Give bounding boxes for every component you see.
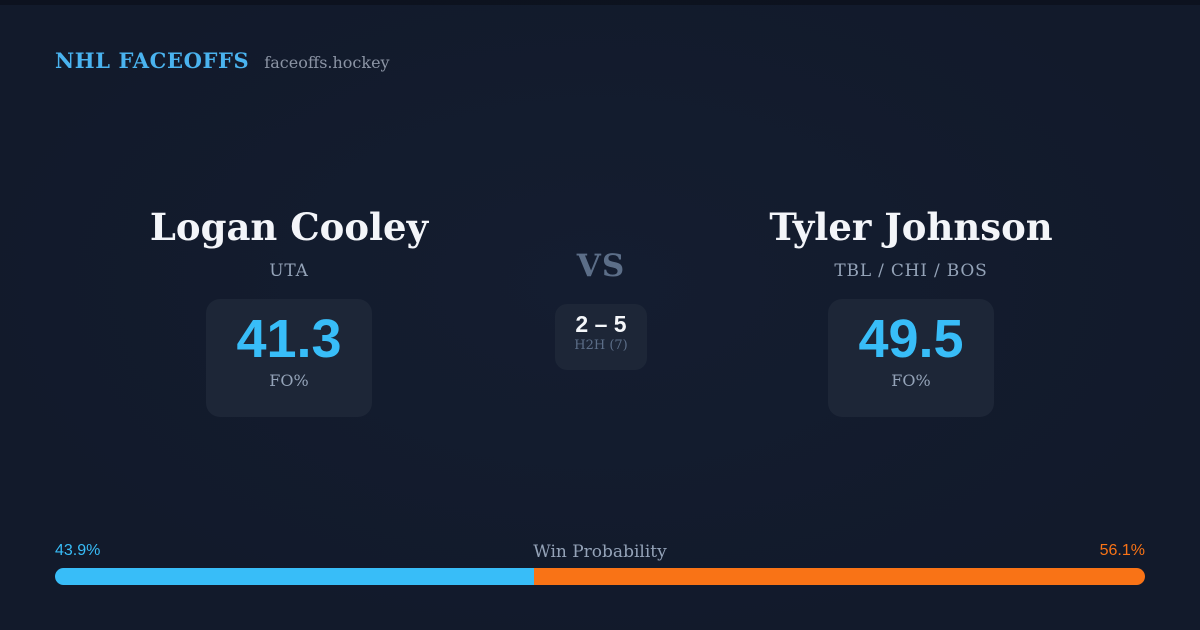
h2h-box: 2 – 5 H2H (7) [555,304,647,370]
win-probability-bar [55,568,1145,585]
player-name-left: Logan Cooley [149,205,429,249]
player-card-left: Logan Cooley UTA 41.3 FO% [119,206,459,417]
fo-label-left: FO% [269,371,309,391]
win-probability-labels: 43.9% Win Probability 56.1% [55,542,1145,564]
fo-label-right: FO% [891,371,931,391]
top-edge-shade [0,0,1200,5]
h2h-score: 2 – 5 [575,311,627,337]
player-card-right: Tyler Johnson TBL / CHI / BOS 49.5 FO% [741,206,1081,417]
win-prob-bar-left-segment [55,568,534,585]
fo-pct-right: 49.5 [858,308,964,369]
fo-pct-left: 41.3 [236,308,342,369]
player-teams-left: UTA [269,260,309,281]
brand-title: NHL FACEOFFS [55,48,250,73]
player-teams-right: TBL / CHI / BOS [834,260,988,281]
win-prob-title: Win Probability [533,542,667,562]
fo-stat-box-right: 49.5 FO% [828,298,994,417]
h2h-label: H2H (7) [574,338,628,354]
win-prob-bar-right-segment [533,568,1145,585]
fo-stat-box-left: 41.3 FO% [206,298,372,417]
header: NHL FACEOFFS faceoffs.hockey [55,48,390,73]
vs-label: VS [576,248,626,284]
win-prob-right-pct: 56.1% [1099,542,1145,559]
win-prob-left-pct: 43.9% [55,542,101,559]
site-url: faceoffs.hockey [264,53,390,72]
matchup-center: VS 2 – 5 H2H (7) [501,251,701,370]
player-name-right: Tyler Johnson [769,205,1053,249]
